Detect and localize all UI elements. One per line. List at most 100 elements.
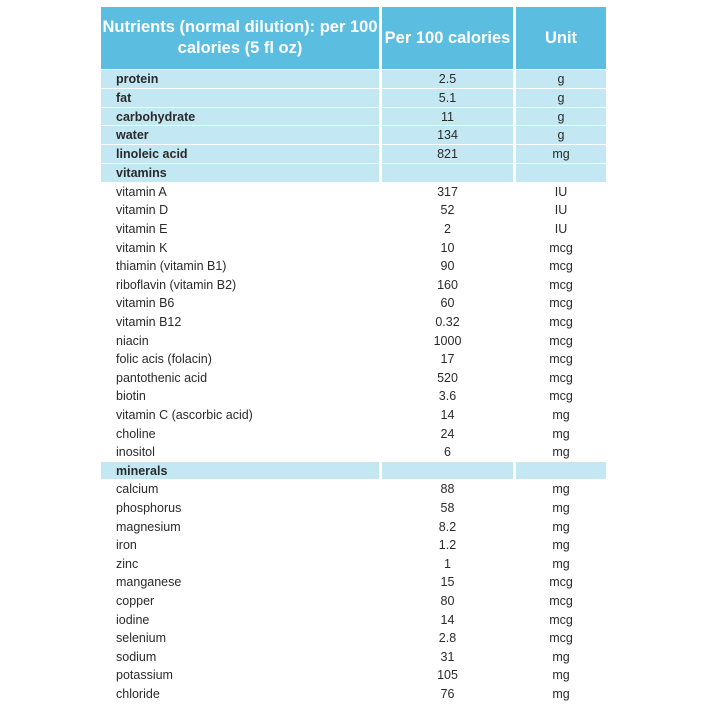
nutrient-value: 1000 xyxy=(433,333,462,348)
nutrient-name: linoleic acid xyxy=(101,145,379,163)
section-header-vitamins: vitamins xyxy=(101,163,606,183)
nutrient-value: 80 xyxy=(440,594,455,609)
nutrient-name: chloride xyxy=(116,687,160,702)
nutrient-value: 2 xyxy=(444,221,451,236)
nutrient-value: 76 xyxy=(440,687,455,702)
table-row: choline 24 mg xyxy=(101,425,606,444)
table-row: selenium 2.8 mcg xyxy=(101,629,606,648)
nutrient-unit: mg xyxy=(552,482,570,497)
nutrient-unit: mg xyxy=(552,407,570,422)
table-row: water 134 g xyxy=(101,126,606,145)
nutrient-unit: mg xyxy=(552,519,570,534)
nutrient-name: vitamins xyxy=(101,163,379,182)
nutrient-unit: mcg xyxy=(549,612,573,627)
nutrient-name: water xyxy=(101,126,379,145)
nutrient-name: manganese xyxy=(116,575,182,590)
nutrient-unit: mcg xyxy=(549,389,573,404)
nutrient-value: 24 xyxy=(440,426,455,441)
nutrient-value: 160 xyxy=(437,277,458,292)
nutrient-unit: mcg xyxy=(549,352,573,367)
nutrient-name: protein xyxy=(101,70,379,88)
nutrient-name: riboflavin (vitamin B2) xyxy=(116,277,237,292)
nutrient-value: 0.32 xyxy=(435,314,460,329)
nutrient-unit xyxy=(516,461,606,480)
nutrient-value: 520 xyxy=(437,370,458,385)
table-body: protein 2.5 g fat 5.1 g carbohydrate 11 g water 13… xyxy=(101,70,606,704)
nutrient-name: iron xyxy=(116,538,137,553)
nutrient-unit: mcg xyxy=(549,259,573,274)
table-row: protein 2.5 g xyxy=(101,70,606,89)
nutrient-value: 2.5 xyxy=(382,70,513,88)
table-row: chloride 76 mg xyxy=(101,685,606,704)
nutrient-unit: g xyxy=(516,107,606,126)
table-row: vitamin A 317 IU xyxy=(101,183,606,202)
table-row: vitamin B6 60 mcg xyxy=(101,294,606,313)
table-row: phosphorus 58 mg xyxy=(101,499,606,518)
nutrient-name: selenium xyxy=(116,631,167,646)
nutrient-unit xyxy=(516,163,606,182)
nutrient-value: 52 xyxy=(440,203,455,218)
table-row: potassium 105 mg xyxy=(101,666,606,685)
nutrient-name: pantothenic acid xyxy=(116,370,208,385)
table-row: vitamin K 10 mcg xyxy=(101,239,606,258)
table-header: Nutrients (normal dilution): per 100 cal… xyxy=(101,7,606,69)
nutrient-unit: IU xyxy=(554,203,568,218)
nutrient-name: thiamin (vitamin B1) xyxy=(116,259,227,274)
nutrient-value: 14 xyxy=(440,612,455,627)
nutrient-name: vitamin K xyxy=(116,240,168,255)
nutrient-name: carbohydrate xyxy=(101,107,379,126)
nutrient-value: 317 xyxy=(437,184,458,199)
nutrient-unit: mcg xyxy=(549,631,573,646)
nutrient-value: 105 xyxy=(437,668,458,683)
nutrient-unit: mg xyxy=(552,501,570,516)
nutrient-value: 2.8 xyxy=(438,631,457,646)
nutrient-value: 1 xyxy=(444,556,451,571)
nutrient-unit: g xyxy=(516,70,606,88)
table-row: folic acis (folacin) 17 mcg xyxy=(101,350,606,369)
table-row: zinc 1 mg xyxy=(101,555,606,574)
nutrient-name: phosphorus xyxy=(116,501,182,516)
nutrient-value: 90 xyxy=(440,259,455,274)
table-row: riboflavin (vitamin B2) 160 mcg xyxy=(101,276,606,295)
table-row: magnesium 8.2 mg xyxy=(101,518,606,537)
nutrient-table: Nutrients (normal dilution): per 100 cal… xyxy=(101,7,606,704)
header-per-100: Per 100 calories xyxy=(382,7,513,69)
nutrient-name: zinc xyxy=(116,556,139,571)
table-row: vitamin C (ascorbic acid) 14 mg xyxy=(101,406,606,425)
nutrient-name: inositol xyxy=(116,445,155,460)
nutrient-unit: mg xyxy=(516,145,606,163)
nutrient-value: 14 xyxy=(440,407,455,422)
table-row: vitamin D 52 IU xyxy=(101,201,606,220)
nutrient-unit: mg xyxy=(552,668,570,683)
table-row: iron 1.2 mg xyxy=(101,536,606,555)
table-row: linoleic acid 821 mg xyxy=(101,145,606,164)
nutrient-name: vitamin B6 xyxy=(116,296,175,311)
nutrient-name: vitamin C (ascorbic acid) xyxy=(116,407,253,422)
nutrient-name: biotin xyxy=(116,389,146,404)
nutrient-name: calcium xyxy=(116,482,159,497)
nutrient-unit: mg xyxy=(552,426,570,441)
table-row: calcium 88 mg xyxy=(101,480,606,499)
nutrient-value: 60 xyxy=(440,296,455,311)
nutrient-unit: g xyxy=(516,126,606,145)
table-row: niacin 1000 mcg xyxy=(101,332,606,351)
nutrient-name: copper xyxy=(116,594,155,609)
header-nutrients: Nutrients (normal dilution): per 100 cal… xyxy=(101,7,379,69)
nutrient-value: 5.1 xyxy=(382,88,513,107)
nutrient-name: iodine xyxy=(116,612,150,627)
nutrient-name: magnesium xyxy=(116,519,181,534)
nutrient-name: vitamin A xyxy=(116,184,167,199)
nutrient-value: 3.6 xyxy=(438,389,457,404)
nutrient-name: fat xyxy=(101,88,379,107)
nutrient-value: 88 xyxy=(440,482,455,497)
nutrient-unit: mcg xyxy=(549,594,573,609)
table-row: pantothenic acid 520 mcg xyxy=(101,369,606,388)
nutrient-unit: mcg xyxy=(549,240,573,255)
nutrient-value xyxy=(382,461,513,480)
nutrient-unit: IU xyxy=(554,221,568,236)
header-unit: Unit xyxy=(516,7,606,69)
nutrient-value: 17 xyxy=(440,352,455,367)
table-row: sodium 31 mg xyxy=(101,648,606,667)
nutrient-name: potassium xyxy=(116,668,173,683)
nutrient-unit: mcg xyxy=(549,333,573,348)
